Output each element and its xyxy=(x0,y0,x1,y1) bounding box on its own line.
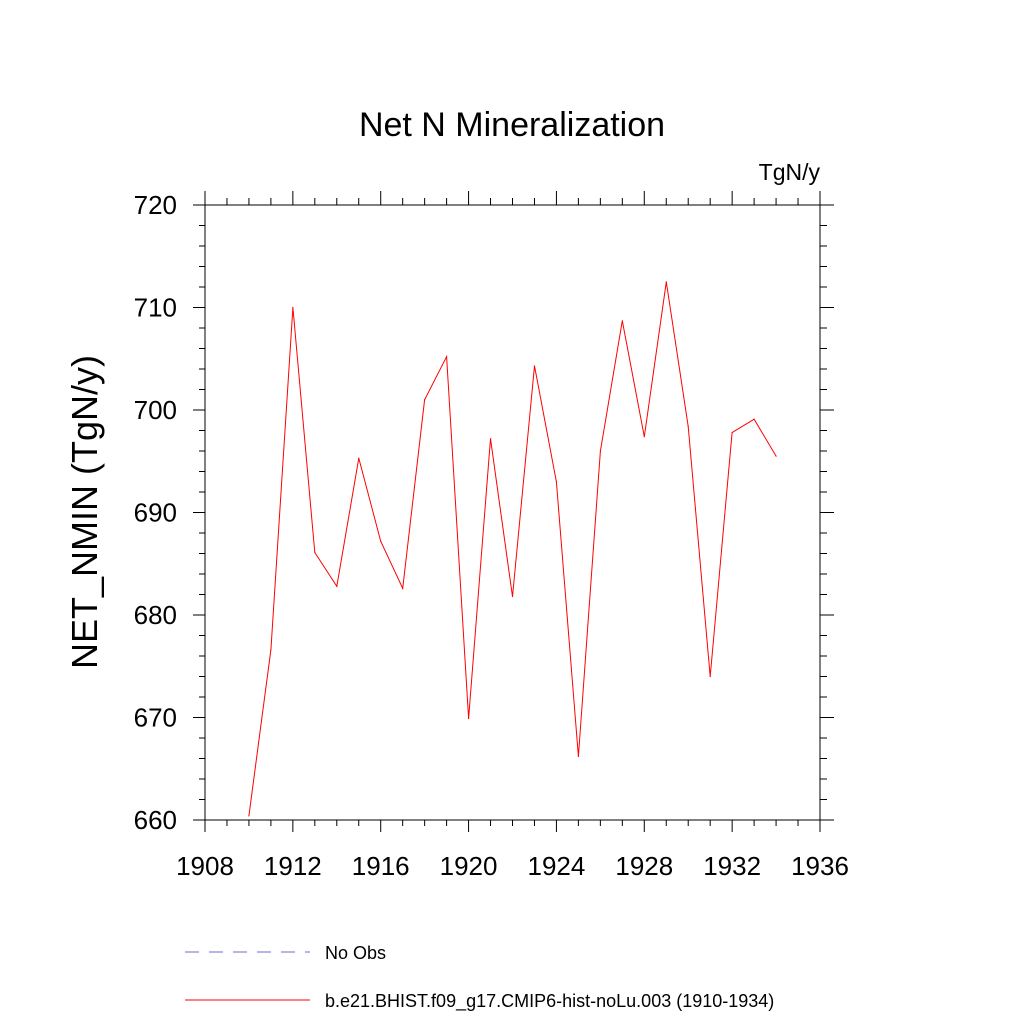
x-tick-label: 1916 xyxy=(352,851,410,881)
data-point xyxy=(687,425,689,427)
y-tick-label: 690 xyxy=(134,498,177,528)
data-point xyxy=(270,649,272,651)
data-point xyxy=(248,815,250,817)
legend: No Obs b.e21.BHIST.f09_g17.CMIP6-hist-noL… xyxy=(185,943,774,1012)
data-point xyxy=(533,365,536,367)
data-point xyxy=(555,481,558,483)
data-point xyxy=(511,595,514,598)
y-tick-label: 700 xyxy=(134,395,177,425)
data-point xyxy=(336,585,338,587)
y-tick-label: 710 xyxy=(134,293,177,323)
data-point xyxy=(621,320,623,322)
y-axis-label: NET_NMIN (TgN/y) xyxy=(64,355,105,669)
legend-label-1: b.e21.BHIST.f09_g17.CMIP6-hist-noLu.003 … xyxy=(325,991,774,1012)
data-point xyxy=(467,717,470,720)
units-label: TgN/y xyxy=(759,159,821,185)
data-point xyxy=(665,281,667,283)
data-point xyxy=(446,356,448,358)
x-tick-label: 1908 xyxy=(176,851,234,881)
data-point xyxy=(489,438,492,440)
y-tick-label: 680 xyxy=(134,600,177,630)
data-point xyxy=(314,551,316,554)
data-point xyxy=(599,450,601,452)
series-line-1 xyxy=(248,281,777,816)
data-point xyxy=(775,455,777,457)
data-point xyxy=(380,540,382,542)
data-point xyxy=(292,306,294,309)
legend-label-0: No Obs xyxy=(325,943,386,963)
x-tick-label: 1928 xyxy=(615,851,673,881)
plot-frame xyxy=(204,204,821,821)
x-tick-label: 1924 xyxy=(528,851,586,881)
data-point xyxy=(709,675,711,678)
x-tick-label: 1912 xyxy=(264,851,322,881)
axis-ticks xyxy=(193,191,834,832)
y-tick-label: 670 xyxy=(134,703,177,733)
y-tick-labels: 660 670 680 690 700 710 720 xyxy=(134,190,177,835)
data-point xyxy=(358,457,360,459)
data-point xyxy=(643,436,645,438)
data-point xyxy=(424,399,426,401)
data-point xyxy=(402,587,404,589)
data-point xyxy=(753,418,755,420)
x-tick-labels: 1908 1912 1916 1920 1924 1928 1932 1936 xyxy=(176,851,849,881)
data-point xyxy=(577,755,579,758)
x-tick-label: 1920 xyxy=(440,851,498,881)
data-point xyxy=(731,431,733,434)
chart-title: Net N Mineralization xyxy=(359,106,665,144)
y-tick-label: 720 xyxy=(134,190,177,220)
x-tick-label: 1936 xyxy=(791,851,849,881)
data-series xyxy=(248,281,777,817)
x-tick-label: 1932 xyxy=(703,851,761,881)
y-tick-label: 660 xyxy=(134,805,177,835)
